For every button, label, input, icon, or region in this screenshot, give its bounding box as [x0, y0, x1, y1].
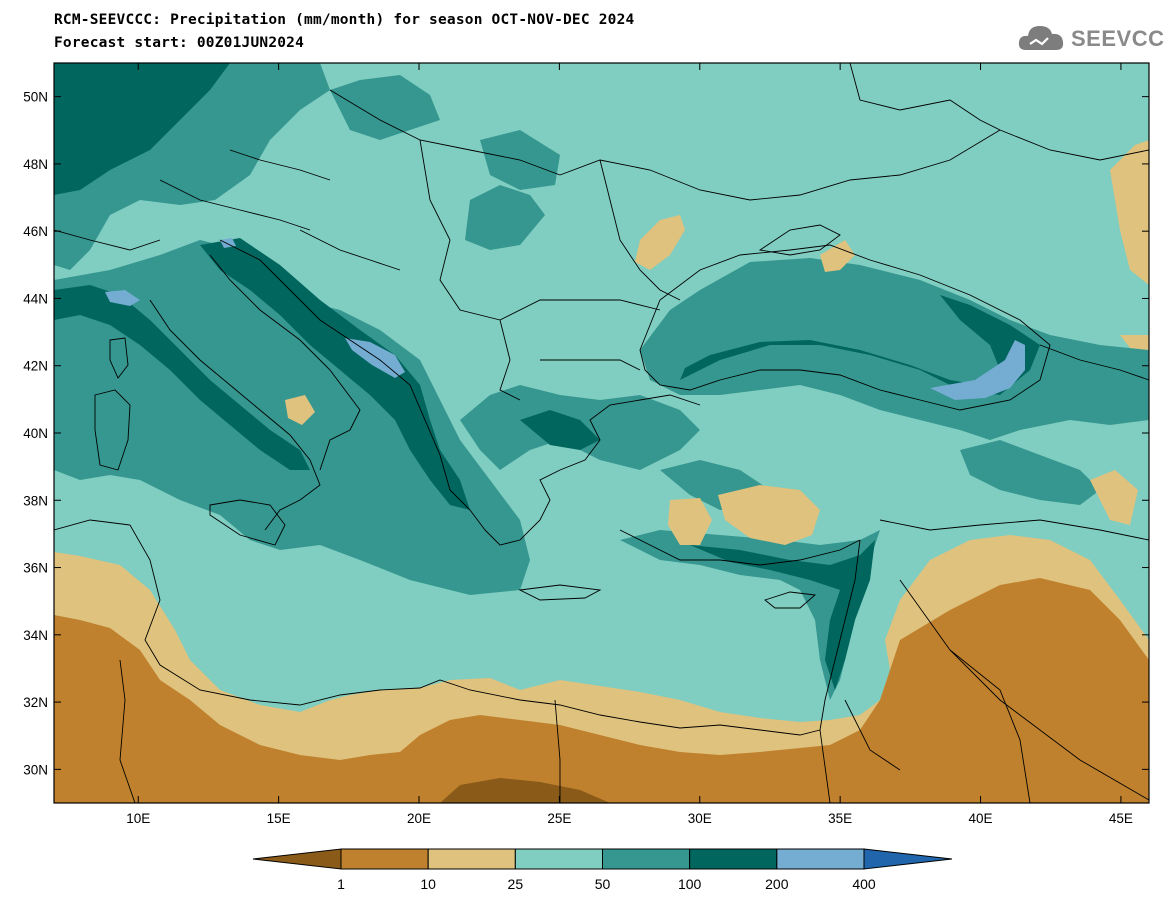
colorbar-segment: [427, 848, 516, 870]
forecast-start-subtitle: Forecast start: 00Z01JUN2024: [54, 35, 305, 51]
colorbar-level-label: 200: [765, 876, 789, 892]
colorbar-level-label: 50: [595, 876, 611, 892]
lat-tick-label: 30N: [23, 762, 48, 777]
coastlines-and-borders: [54, 63, 1149, 803]
lat-tick-label: 44N: [23, 291, 48, 306]
colorbar-segment: [776, 848, 865, 870]
colorbar-segment: [514, 848, 603, 870]
colorbar-legend: 1 10 25 50 100 200 400: [252, 848, 953, 892]
colorbar-level-label: 10: [420, 876, 436, 892]
lat-tick-label: 42N: [23, 359, 48, 374]
longitude-axis: 10E 15E 20E 25E 30E 35E 40E 45E: [126, 63, 1133, 826]
lon-tick-label: 45E: [1109, 811, 1133, 826]
lon-tick-label: 20E: [407, 811, 431, 826]
colorbar-level-label: 100: [678, 876, 702, 892]
lon-tick-label: 10E: [126, 811, 150, 826]
lat-tick-label: 34N: [23, 628, 48, 643]
seevccc-logo: SEEVCCC: [1016, 20, 1165, 56]
colorbar-segment-above: [863, 848, 953, 870]
lon-tick-label: 25E: [547, 811, 571, 826]
lat-tick-label: 46N: [23, 224, 48, 239]
latitude-axis: 30N 32N 34N 36N 38N 40N 42N 44N 46N 48N 50N: [23, 90, 1149, 777]
lat-tick-label: 40N: [23, 426, 48, 441]
map-title: RCM-SEEVCCC: Precipitation (mm/month) fo…: [54, 12, 635, 28]
cloud-icon: [1018, 26, 1064, 50]
colorbar-segment-below: [252, 848, 342, 870]
lat-tick-label: 38N: [23, 493, 48, 508]
colorbar-level-label: 400: [852, 876, 876, 892]
lat-tick-label: 50N: [23, 90, 48, 105]
colorbar-segment: [602, 848, 691, 870]
colorbar-level-label: 25: [508, 876, 524, 892]
colorbar-segment: [689, 848, 778, 870]
colorbar-segment: [340, 848, 429, 870]
lon-tick-label: 15E: [267, 811, 291, 826]
precip-band-1-10: [54, 578, 1149, 803]
lat-tick-label: 48N: [23, 157, 48, 172]
precip-band-below-1: [440, 778, 610, 803]
lon-tick-label: 35E: [828, 811, 852, 826]
lat-tick-label: 36N: [23, 561, 48, 576]
colorbar-level-label: 1: [337, 876, 345, 892]
logo-text: SEEVCCC: [1071, 26, 1165, 51]
lon-tick-label: 30E: [688, 811, 712, 826]
precipitation-field: [54, 63, 1149, 803]
precip-band-100-200: [54, 63, 1040, 690]
lat-tick-label: 32N: [23, 695, 48, 710]
lon-tick-label: 40E: [969, 811, 993, 826]
